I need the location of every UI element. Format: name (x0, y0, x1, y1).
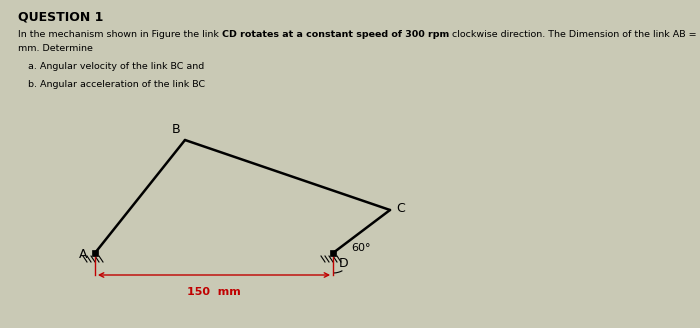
Text: a. Angular velocity of the link BC and: a. Angular velocity of the link BC and (28, 62, 204, 71)
Text: In the mechanism shown in Figure the link: In the mechanism shown in Figure the lin… (18, 30, 222, 39)
Text: 60°: 60° (351, 243, 370, 253)
Text: mm. Determine: mm. Determine (18, 44, 93, 53)
Text: QUESTION 1: QUESTION 1 (18, 10, 104, 23)
Text: clockwise direction. The Dimension of the link AB = 120 mm, BC = 240 mm and CD =: clockwise direction. The Dimension of th… (449, 30, 700, 39)
Bar (92, 250, 98, 256)
Bar (330, 250, 336, 256)
Text: A: A (78, 249, 87, 261)
Text: D: D (339, 257, 349, 270)
Text: 150  mm: 150 mm (187, 287, 241, 297)
Text: B: B (172, 123, 180, 136)
Text: CD rotates at a constant speed of 300 rpm: CD rotates at a constant speed of 300 rp… (222, 30, 449, 39)
Text: C: C (396, 201, 405, 215)
Text: b. Angular acceleration of the link BC: b. Angular acceleration of the link BC (28, 80, 205, 89)
